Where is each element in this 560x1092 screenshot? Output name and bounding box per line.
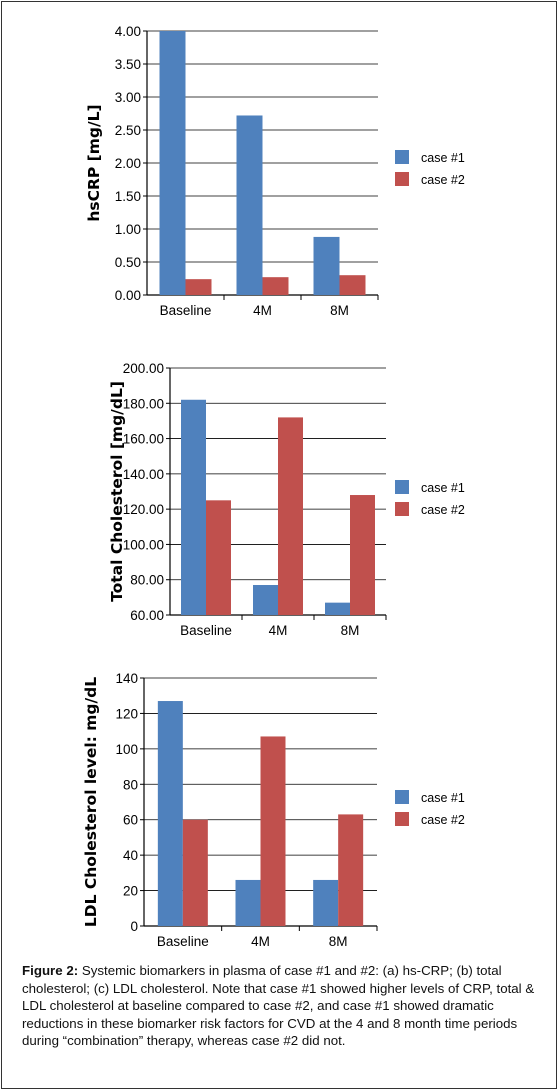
bar-case2 [185, 279, 212, 295]
y-tick-label: 2.50 [115, 123, 141, 138]
legend-swatch [395, 480, 409, 494]
y-tick-label: 1.00 [115, 222, 141, 237]
y-tick-label: 3.50 [115, 57, 141, 72]
figure-caption: Figure 2: Systemic biomarkers in plasma … [22, 962, 542, 1050]
y-tick-label: 200.00 [123, 361, 164, 376]
y-tick-label: 2.00 [115, 156, 141, 171]
x-tick-label: 8M [330, 303, 349, 318]
y-tick-label: 100.00 [123, 537, 164, 552]
x-tick-label: 4M [269, 623, 288, 638]
x-tick-label: Baseline [180, 623, 232, 638]
y-tick-label: 120 [115, 706, 138, 721]
y-axis-label: LDL Cholesterol level: mg/dL [82, 677, 100, 927]
y-tick-label: 140.00 [123, 467, 164, 482]
y-tick-label: 80 [123, 777, 138, 792]
bar-case1 [181, 399, 206, 615]
legend-label: case #1 [421, 151, 465, 165]
legend-swatch [395, 502, 409, 516]
y-tick-label: 0.50 [115, 255, 141, 270]
bar-case2 [339, 275, 366, 295]
legend-swatch [395, 812, 409, 826]
y-tick-label: 160.00 [123, 432, 164, 447]
legend-swatch [395, 790, 409, 804]
y-tick-label: 100 [115, 742, 138, 757]
x-tick-label: 4M [251, 934, 270, 949]
x-tick-label: 8M [329, 934, 348, 949]
chart-hscrp: 0.00 0.50 1.00 1.50 2.00 2.50 3.00 3.50 4.00 Base… [85, 24, 465, 318]
bar-case2 [350, 495, 375, 615]
bar-case2 [260, 736, 286, 926]
y-tick-label: 4.00 [115, 24, 141, 39]
y-tick-label: 0.00 [115, 288, 141, 303]
legend-swatch [395, 172, 409, 186]
bar-case1 [235, 879, 261, 926]
x-tick-label: Baseline [157, 934, 209, 949]
chart-total-cholesterol: 60.00 80.00 100.00 120.00 140.00 160.00 180.00… [108, 361, 465, 638]
legend-label: case #2 [421, 173, 465, 187]
bar-case2 [182, 819, 208, 926]
y-tick-label: 140 [115, 671, 138, 686]
y-axis-label: hsCRP [mg/L] [85, 104, 103, 221]
y-tick-label: 1.50 [115, 189, 141, 204]
y-axis-label: Total Cholesterol [mg/dL] [108, 381, 126, 602]
bar-case2 [278, 417, 303, 615]
y-tick-label: 20 [123, 884, 138, 899]
y-tick-label: 60 [123, 813, 138, 828]
x-tick-label: 8M [341, 623, 360, 638]
bar-case1 [157, 701, 183, 926]
bar-case1 [159, 31, 186, 295]
x-tick-label: 4M [253, 303, 272, 318]
y-tick-label: 40 [123, 848, 138, 863]
bar-case1 [236, 115, 263, 295]
x-tick-label: Baseline [160, 303, 212, 318]
bar-case2 [262, 277, 289, 295]
bar-case1 [253, 585, 278, 615]
bar-case1 [313, 879, 339, 926]
y-tick-label: 60.00 [130, 608, 164, 623]
y-tick-label: 80.00 [130, 573, 164, 588]
caption-label: Figure 2: [22, 963, 79, 978]
bar-case1 [325, 602, 350, 615]
caption-text: Systemic biomarkers in plasma of case #1… [22, 963, 535, 1049]
y-tick-label: 180.00 [123, 396, 164, 411]
legend-label: case #1 [421, 481, 465, 495]
y-tick-label: 120.00 [123, 502, 164, 517]
y-tick-label: 3.00 [115, 90, 141, 105]
legend-label: case #2 [421, 813, 465, 827]
bar-case2 [206, 500, 231, 615]
legend-label: case #2 [421, 503, 465, 517]
bar-case1 [313, 236, 340, 295]
chart-ldl-cholesterol: 0 20 40 60 80 100 120 140 Baseline 4M 8M LDL Choles… [82, 671, 465, 949]
bar-case2 [338, 814, 364, 926]
y-tick-label: 0 [130, 919, 138, 934]
legend-swatch [395, 150, 409, 164]
legend-label: case #1 [421, 791, 465, 805]
